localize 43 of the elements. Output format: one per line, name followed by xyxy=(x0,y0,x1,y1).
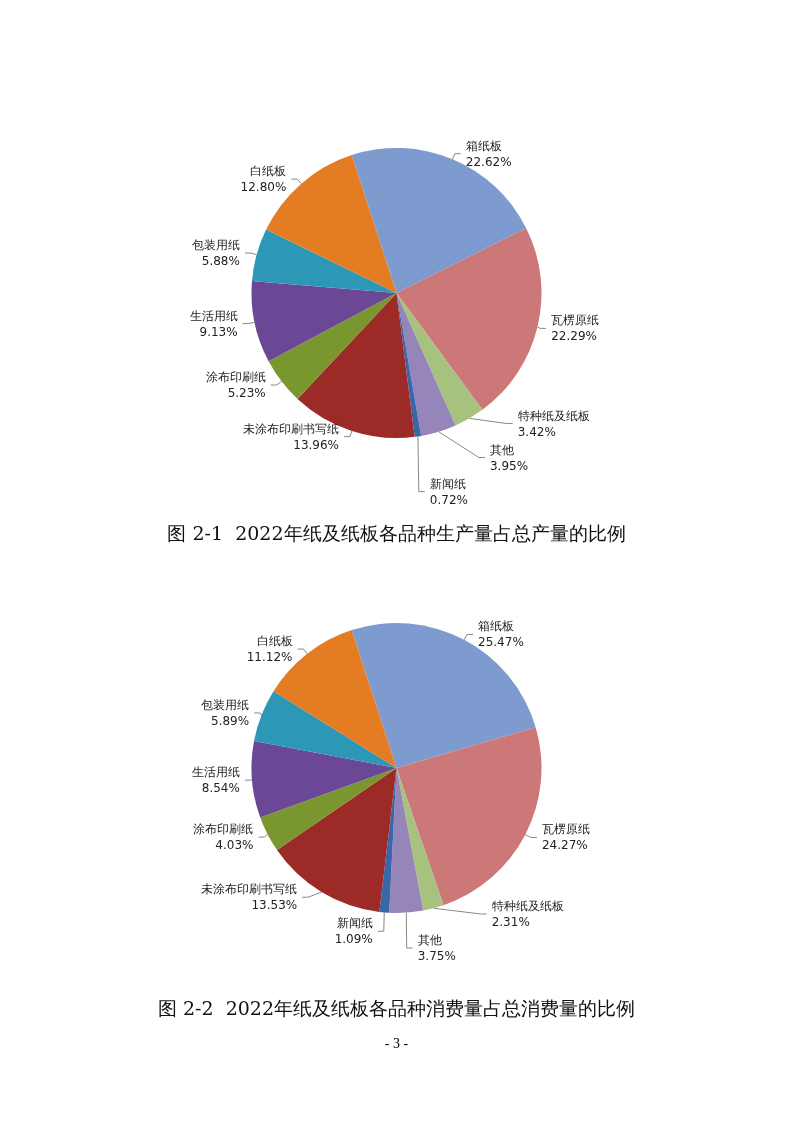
text: 图 2-1 2022年纸及纸板各品种生产量占总产量的比例 xyxy=(167,521,626,544)
slice-label: 包装用纸 xyxy=(191,238,240,253)
data-label: 11.12% xyxy=(246,650,293,665)
slice-label: 瓦楞原纸 xyxy=(551,313,600,328)
slice-label: 生活用纸 xyxy=(189,308,238,323)
data-label: 9.13% xyxy=(199,324,238,339)
data-label: 12.80% xyxy=(240,180,287,195)
data-label: 22.62% xyxy=(465,154,512,169)
slice-label: 涂布印刷纸 xyxy=(193,822,254,837)
slice-label: 新闻纸 xyxy=(336,916,373,931)
slice-label: 箱纸板 xyxy=(478,619,515,634)
data-label: 25.47% xyxy=(478,635,524,650)
data-label: 3.42% xyxy=(517,424,556,439)
slice-label: 其他 xyxy=(489,442,514,457)
data-label: 24.27% xyxy=(541,838,588,853)
text: 图 2-2 2022年纸及纸板各品种消费量占总消费量的比例 xyxy=(157,996,636,1019)
data-label: 3.95% xyxy=(489,458,529,473)
data-label: 3.75% xyxy=(417,949,456,964)
slice-label: 特种纸及纸板 xyxy=(491,899,564,914)
data-label: 0.72% xyxy=(429,492,468,507)
data-label: 2.31% xyxy=(491,915,530,930)
data-label: 8.54% xyxy=(201,781,240,796)
slice-label: 特种纸及纸板 xyxy=(517,408,590,423)
slice-label: 未涂布印刷书写纸 xyxy=(243,421,340,436)
slice-label: 包装用纸 xyxy=(201,697,250,712)
data-label: 22.29% xyxy=(551,329,597,344)
data-label: 13.96% xyxy=(293,437,340,452)
slice-label: 生活用纸 xyxy=(191,765,240,780)
slice-label: 瓦楞原纸 xyxy=(541,822,590,837)
slice-label: 未涂布印刷书写纸 xyxy=(201,882,298,897)
slice-label: 涂布印刷纸 xyxy=(205,369,266,384)
data-label: 5.89% xyxy=(211,713,250,728)
slice-label: 新闻纸 xyxy=(429,476,466,491)
slice-label: 箱纸板 xyxy=(465,138,502,153)
slice-label: 其他 xyxy=(417,933,442,948)
data-label: 1.09% xyxy=(334,932,373,947)
text: - 3 - xyxy=(384,1035,409,1051)
data-label: 5.88% xyxy=(201,254,240,269)
data-label: 4.03% xyxy=(215,838,254,853)
slice-label: 白纸板 xyxy=(250,164,287,179)
data-label: 13.53% xyxy=(251,898,298,913)
slice-label: 白纸板 xyxy=(256,634,293,649)
data-label: 5.23% xyxy=(227,385,266,400)
